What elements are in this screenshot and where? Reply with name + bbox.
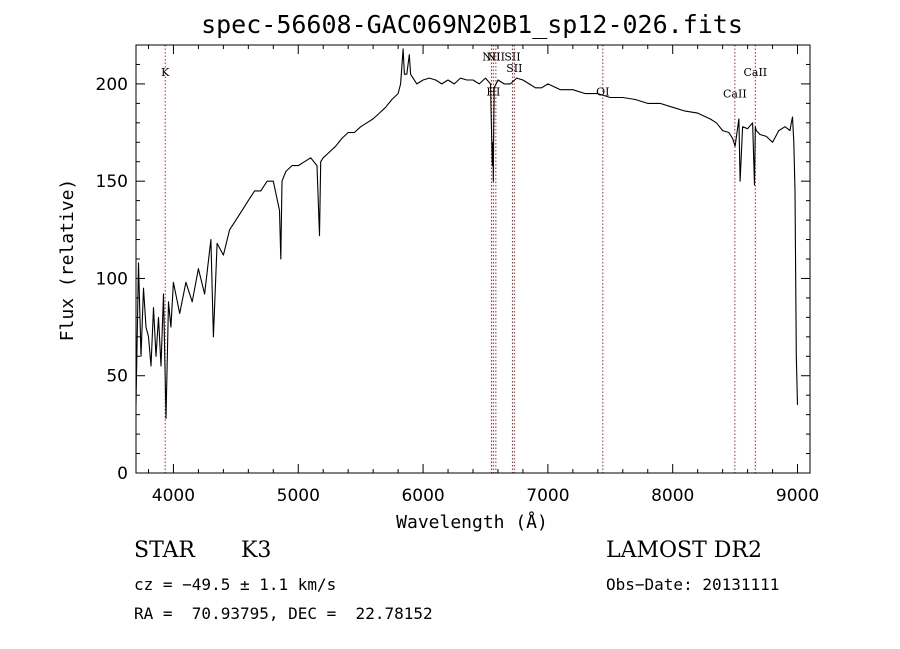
object-class: STAR bbox=[134, 538, 195, 563]
survey-name: LAMOST DR2 bbox=[606, 538, 762, 563]
y-axis-label: Flux (relative) bbox=[57, 179, 78, 342]
x-tick-label: 6000 bbox=[401, 486, 444, 506]
spectral-line-label: NII bbox=[487, 51, 505, 64]
spectral-line-label: SII bbox=[506, 62, 522, 75]
coordinates: RA = 70.93795, DEC = 22.78152 bbox=[134, 604, 433, 623]
x-tick-label: 7000 bbox=[526, 486, 569, 506]
redshift-value: cz = −49.5 ± 1.1 km/s bbox=[134, 575, 337, 594]
spectral-line-label: CaII bbox=[723, 88, 747, 101]
spectral-line-label: OI bbox=[596, 86, 609, 99]
spectral-line-markers bbox=[164, 45, 756, 473]
x-tick-label: 4000 bbox=[152, 486, 195, 506]
spectral-line-label: NII bbox=[482, 51, 500, 64]
x-axis-ticks: 4000 5000 6000 7000 8000 9000 bbox=[147, 45, 819, 506]
y-tick-label: 50 bbox=[106, 367, 128, 387]
y-axis-ticks: 0 50 100 150 200 bbox=[96, 63, 810, 484]
spectral-line-label: CaII bbox=[743, 66, 767, 79]
y-tick-label: 200 bbox=[96, 75, 128, 95]
observation-date: Obs−Date: 20131111 bbox=[606, 575, 780, 594]
x-tick-label: 5000 bbox=[277, 486, 320, 506]
spectral-line-label: K bbox=[161, 66, 170, 79]
spectrum-line bbox=[135, 48, 799, 420]
spectral-line-label: SII bbox=[504, 51, 520, 64]
plot-frame bbox=[135, 44, 811, 474]
chart-title: spec-56608-GAC069N20B1_sp12-026.fits bbox=[201, 10, 743, 39]
x-tick-label: 9000 bbox=[776, 486, 819, 506]
x-axis-label: Wavelength (Å) bbox=[396, 511, 548, 533]
y-tick-label: 150 bbox=[96, 172, 128, 192]
spectral-subclass: K3 bbox=[241, 538, 272, 563]
y-tick-label: 0 bbox=[117, 464, 128, 484]
x-tick-label: 8000 bbox=[651, 486, 694, 506]
y-tick-label: 100 bbox=[96, 269, 128, 289]
spectral-line-label: HI bbox=[486, 86, 500, 99]
